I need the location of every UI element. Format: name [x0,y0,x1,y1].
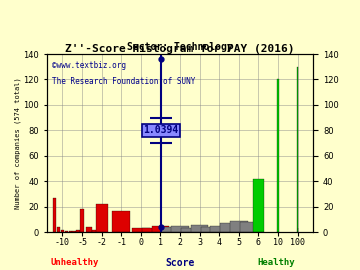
Text: ©www.textbiz.org: ©www.textbiz.org [52,61,126,70]
Bar [112,211,130,232]
Bar [152,226,169,232]
Bar [76,230,80,232]
Bar [171,226,189,232]
Bar [86,227,91,232]
Bar [210,226,228,232]
Bar [61,230,64,232]
Title: Z''-Score Histogram for PAY (2016): Z''-Score Histogram for PAY (2016) [65,44,295,54]
Bar [57,227,60,232]
Text: 1.0394: 1.0394 [144,125,179,135]
Bar [240,222,257,232]
Bar [142,228,159,232]
Text: Sector: Technology: Sector: Technology [127,42,233,52]
Bar [191,225,208,232]
Bar [53,198,57,232]
Text: Unhealthy: Unhealthy [50,258,99,267]
Bar [220,223,238,232]
Text: Healthy: Healthy [257,258,295,267]
Bar [92,230,98,232]
Bar [230,221,248,232]
Bar [132,228,150,232]
Bar [253,179,264,232]
Text: The Research Foundation of SUNY: The Research Foundation of SUNY [52,77,195,86]
Y-axis label: Number of companies (574 total): Number of companies (574 total) [14,77,21,209]
Bar [161,227,179,232]
X-axis label: Score: Score [165,258,195,268]
Bar [72,231,76,232]
Bar [201,227,218,232]
Bar [96,204,108,232]
Bar [80,209,84,232]
Bar [68,231,72,232]
Bar [181,228,199,232]
Bar [277,79,279,232]
Bar [65,231,68,232]
